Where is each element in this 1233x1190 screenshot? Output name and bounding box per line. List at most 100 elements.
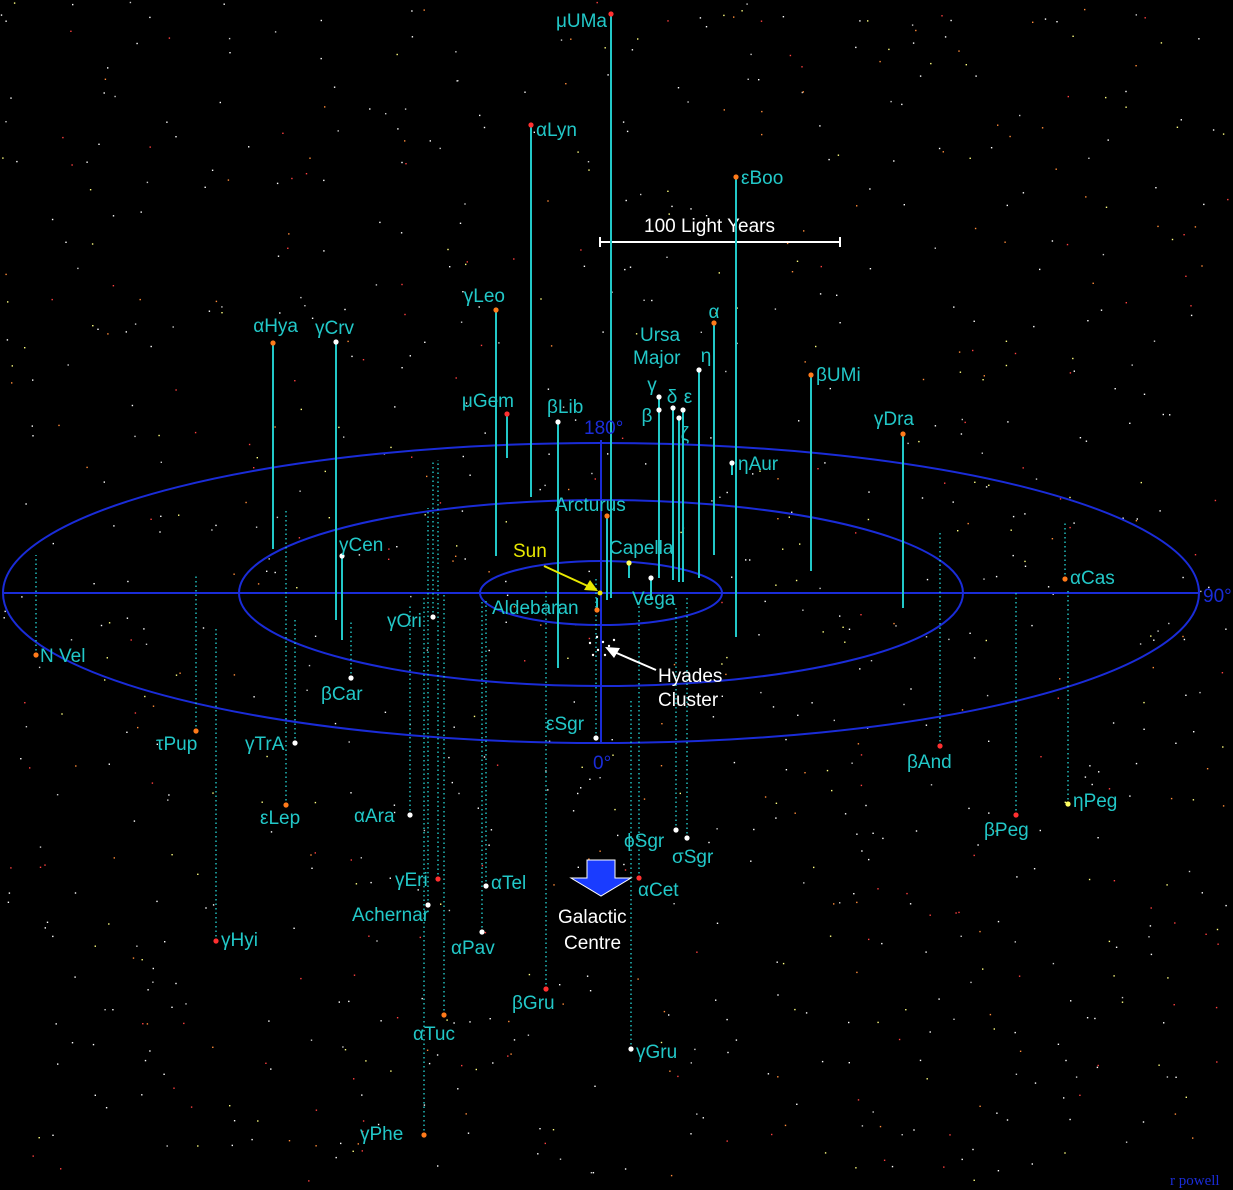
bg-star [1194, 226, 1197, 228]
bg-star [404, 140, 406, 142]
ursa-major-label-line1: Ursa [640, 325, 681, 346]
bg-star [1152, 666, 1154, 669]
bg-star [856, 205, 858, 207]
bg-star [794, 812, 796, 814]
bg-star [819, 587, 821, 590]
bg-star [376, 940, 378, 942]
bg-star [1031, 1163, 1033, 1165]
bg-star [820, 265, 822, 268]
bg-star [279, 312, 281, 314]
bg-star [1033, 325, 1035, 328]
bg-star [377, 1123, 380, 1126]
star-markers: μUMa αLyn εBoo γLeo αHya γCrv α η γδ ε β ζ βUMi γDra μ… [33, 11, 1117, 1145]
bg-star [91, 243, 94, 245]
star-point-γhyi [213, 938, 219, 944]
star-point-γgru [628, 1046, 634, 1052]
bg-star [353, 1078, 355, 1080]
bg-star [574, 419, 577, 421]
bg-star [56, 794, 59, 796]
bg-star [362, 1120, 365, 1122]
bg-star [969, 157, 971, 159]
star-point-βpeg [1013, 812, 1019, 818]
bg-star [943, 1166, 945, 1168]
star-label-γeri: γEri [395, 870, 428, 891]
bg-star [989, 1013, 992, 1016]
bg-star [52, 935, 54, 938]
star-label-γcen: γCen [339, 535, 383, 556]
bg-star [305, 173, 308, 175]
bg-star [429, 140, 431, 142]
bg-star [1222, 746, 1224, 748]
bg-star [393, 811, 396, 814]
bg-star [31, 425, 33, 427]
bg-star [868, 491, 870, 493]
bg-star [1005, 340, 1008, 342]
bg-star [489, 1018, 491, 1020]
star-label-α: α [709, 302, 720, 323]
bg-star [172, 326, 174, 328]
bg-star [466, 261, 468, 263]
bg-star [803, 230, 805, 232]
bg-star [1135, 762, 1138, 765]
bg-star [1069, 496, 1071, 499]
bg-star [136, 42, 138, 45]
bg-star [2, 157, 4, 159]
bg-star [911, 24, 914, 26]
bg-star [370, 881, 372, 884]
bg-star [791, 511, 793, 513]
bg-star [477, 807, 479, 809]
bg-star [829, 387, 831, 390]
star-label-γhyi: γHyi [221, 930, 258, 951]
bg-star [112, 215, 115, 217]
bg-star [29, 767, 31, 769]
star-point-βand [937, 743, 943, 749]
bg-star [811, 702, 813, 704]
bg-star [1153, 340, 1156, 342]
bg-star [960, 935, 962, 937]
bg-star [1079, 437, 1082, 439]
bg-star [677, 87, 680, 89]
bg-star [839, 615, 841, 617]
bg-star [166, 121, 168, 123]
bg-star [760, 20, 763, 22]
bg-star [853, 893, 855, 895]
ursa-major-label-line2: Major [633, 348, 681, 369]
bg-star [1163, 1022, 1165, 1024]
bg-star [857, 1099, 860, 1101]
bg-star [1014, 1031, 1016, 1034]
bg-star [918, 440, 920, 443]
bg-star [577, 792, 579, 795]
bg-star [233, 674, 236, 676]
bg-star [510, 1053, 512, 1055]
bg-star [759, 470, 761, 472]
bg-star [171, 1006, 173, 1008]
star-label-μuma: μUMa [556, 11, 607, 32]
bg-star [100, 624, 103, 627]
bg-star [404, 313, 406, 316]
bg-star [942, 151, 944, 153]
bg-star [508, 1020, 510, 1023]
bg-star [400, 232, 403, 234]
star-label-αlyn: αLyn [536, 120, 577, 141]
bg-star [113, 857, 115, 859]
galactic-centre-label-line2: Centre [564, 933, 621, 954]
bg-star [197, 873, 199, 875]
bg-star [666, 256, 668, 258]
bg-star [32, 1155, 34, 1157]
bg-star [104, 679, 106, 681]
bg-star [718, 272, 720, 274]
bg-star [32, 435, 34, 437]
star-point-βlib [555, 419, 561, 425]
star-point-γ [656, 394, 662, 400]
bg-star [13, 2, 16, 4]
star-point-αcet [636, 875, 642, 881]
bg-star [126, 731, 128, 733]
bg-star [4, 610, 6, 613]
bg-star [565, 83, 567, 85]
star-label-γleo: γLeo [464, 286, 505, 307]
bg-star [103, 481, 105, 483]
bg-star [1140, 481, 1142, 484]
bg-star [60, 1168, 62, 1170]
bg-star [1174, 922, 1176, 924]
